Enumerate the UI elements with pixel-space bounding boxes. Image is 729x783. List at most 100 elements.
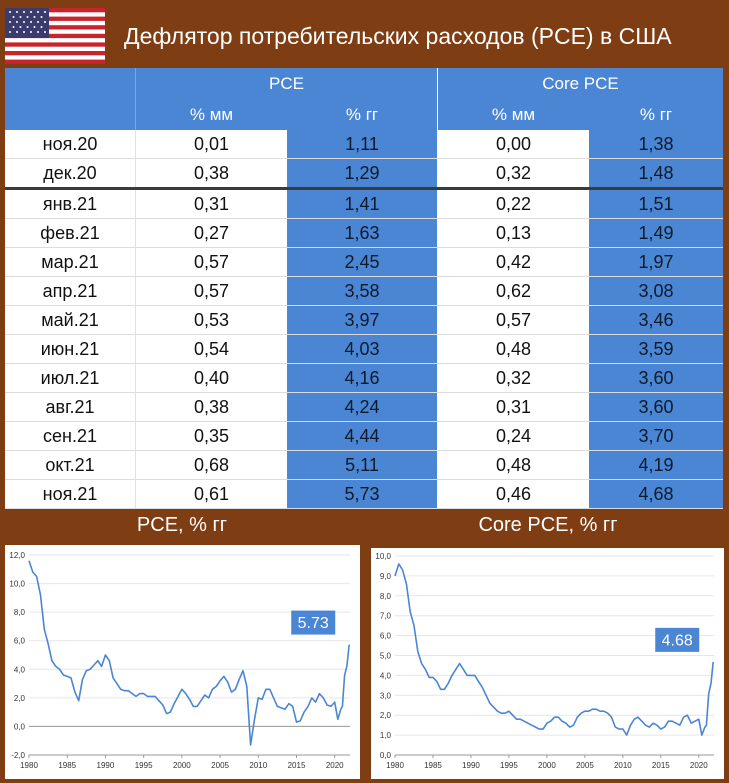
cell-core-pce-yy: 3,60 xyxy=(589,364,723,392)
cell-row-label: апр.21 xyxy=(5,277,136,305)
cell-row-label: дек.20 xyxy=(5,159,136,187)
table-row: янв.21 0,31 1,41 0,22 1,51 xyxy=(5,190,723,219)
table-row: окт.21 0,68 5,11 0,48 4,19 xyxy=(5,451,723,480)
y-tick-label: 7,0 xyxy=(380,612,392,621)
cell-pce-mm: 0,57 xyxy=(136,248,287,276)
table-row: ноя.21 0,61 5,73 0,46 4,68 xyxy=(5,480,723,509)
x-tick-label: 2015 xyxy=(652,761,670,770)
cell-pce-mm: 0,38 xyxy=(136,159,287,187)
cell-pce-mm: 0,38 xyxy=(136,393,287,421)
x-tick-label: 2020 xyxy=(690,761,708,770)
x-tick-label: 2015 xyxy=(288,761,306,770)
callout-box xyxy=(655,627,700,652)
x-tick-label: 2000 xyxy=(538,761,556,770)
x-tick-label: 1980 xyxy=(20,761,38,770)
cell-pce-yy: 1,41 xyxy=(287,190,438,218)
cell-pce-yy: 3,97 xyxy=(287,306,438,334)
y-tick-label: 4,0 xyxy=(14,665,26,674)
y-tick-label: 4,0 xyxy=(380,671,392,680)
cell-pce-yy: 4,44 xyxy=(287,422,438,450)
sub-header-pce-mm: % мм xyxy=(189,105,234,124)
cell-pce-mm: 0,31 xyxy=(136,190,287,218)
y-tick-label: 2,0 xyxy=(380,711,392,720)
y-tick-label: 3,0 xyxy=(380,691,392,700)
chart-panel-pce: -2,0 0,0 2,0 4,0 6,0 8,0 10,0 12,0 1980 1985 1990 1… xyxy=(5,545,360,779)
cell-core-pce-mm: 0,48 xyxy=(438,335,589,363)
cell-pce-mm: 0,27 xyxy=(136,219,287,247)
cell-row-label: мар.21 xyxy=(5,248,136,276)
cell-core-pce-mm: 0,00 xyxy=(438,130,589,158)
x-tick-label: 1990 xyxy=(462,761,480,770)
table-corner-cell xyxy=(5,100,136,130)
cell-core-pce-mm: 0,48 xyxy=(438,451,589,479)
cell-pce-mm: 0,68 xyxy=(136,451,287,479)
cell-row-label: окт.21 xyxy=(5,451,136,479)
table-row: май.21 0,53 3,97 0,57 3,46 xyxy=(5,306,723,335)
y-tick-label: 6,0 xyxy=(380,632,392,641)
y-tick-label: 10,0 xyxy=(375,552,391,561)
cell-core-pce-yy: 1,51 xyxy=(589,190,723,218)
cell-pce-yy: 4,16 xyxy=(287,364,438,392)
chart-panel-core-pce: 0,0 1,0 2,0 3,0 4,0 5,0 6,0 7,0 8,0 9,0 10,0 1980 19… xyxy=(371,548,724,779)
table-row: сен.21 0,35 4,44 0,24 3,70 xyxy=(5,422,723,451)
cell-core-pce-mm: 0,32 xyxy=(438,364,589,392)
sub-header-core-mm: % мм xyxy=(491,105,536,124)
y-tick-label: 5,0 xyxy=(380,652,392,661)
x-tick-label: 1990 xyxy=(97,761,115,770)
us-flag-icon xyxy=(5,8,105,64)
y-tick-label: 12,0 xyxy=(9,551,25,560)
cell-row-label: янв.21 xyxy=(5,190,136,218)
y-tick-label: 2,0 xyxy=(14,694,26,703)
cell-core-pce-yy: 1,38 xyxy=(589,130,723,158)
latest-value-callout: 5.73 xyxy=(291,610,336,635)
sub-header-core-yy: % гг xyxy=(639,105,673,124)
cell-core-pce-yy: 4,19 xyxy=(589,451,723,479)
table-corner-cell xyxy=(5,68,136,100)
cell-row-label: июн.21 xyxy=(5,335,136,363)
x-tick-label: 2010 xyxy=(249,761,267,770)
cell-core-pce-yy: 1,97 xyxy=(589,248,723,276)
chart-title-pce: PCE, % гг xyxy=(136,514,228,536)
sub-header-pce-yy: % гг xyxy=(287,100,438,130)
callout-box xyxy=(291,610,336,635)
cell-core-pce-yy: 3,70 xyxy=(589,422,723,450)
table-body: ноя.20 0,01 1,11 0,00 1,38 дек.20 0,38 1,29 0,32… xyxy=(5,130,723,509)
cell-pce-yy: 3,58 xyxy=(287,277,438,305)
table-row: ноя.20 0,01 1,11 0,00 1,38 xyxy=(5,130,723,159)
core-pce-line-chart: 0,0 1,0 2,0 3,0 4,0 5,0 6,0 7,0 8,0 9,0 10,0 1980 19… xyxy=(375,552,714,770)
x-tick-label: 1980 xyxy=(386,761,404,770)
table-row: дек.20 0,38 1,29 0,32 1,48 xyxy=(5,159,723,190)
latest-value-callout: 4.68 xyxy=(655,627,700,652)
cell-pce-yy: 4,24 xyxy=(287,393,438,421)
cell-core-pce-yy: 1,49 xyxy=(589,219,723,247)
cell-core-pce-mm: 0,62 xyxy=(438,277,589,305)
table-row: авг.21 0,38 4,24 0,31 3,60 xyxy=(5,393,723,422)
cell-pce-yy: 1,29 xyxy=(287,159,438,187)
cell-core-pce-mm: 0,22 xyxy=(438,190,589,218)
table-row: апр.21 0,57 3,58 0,62 3,08 xyxy=(5,277,723,306)
header: Дефлятор потребительских расходов (PCE) … xyxy=(0,0,729,68)
cell-core-pce-mm: 0,57 xyxy=(438,306,589,334)
y-tick-label: -2,0 xyxy=(11,751,25,760)
cell-pce-mm: 0,54 xyxy=(136,335,287,363)
cell-row-label: ноя.20 xyxy=(5,130,136,158)
page-title: Дефлятор потребительских расходов (PCE) … xyxy=(124,23,672,49)
pce-table: PCE Core PCE % мм % гг % мм % гг ноя.20 0… xyxy=(5,68,723,509)
cell-pce-yy: 5,73 xyxy=(287,480,438,508)
cell-pce-yy: 1,11 xyxy=(287,130,438,158)
y-tick-label: 8,0 xyxy=(14,608,26,617)
callout-label: 4.68 xyxy=(662,632,693,649)
pce-line-chart: -2,0 0,0 2,0 4,0 6,0 8,0 10,0 12,0 1980 1985 1990 1… xyxy=(9,551,350,770)
cell-row-label: ноя.21 xyxy=(5,480,136,508)
x-tick-label: 1985 xyxy=(424,761,442,770)
cell-core-pce-mm: 0,31 xyxy=(438,393,589,421)
table-row: июн.21 0,54 4,03 0,48 3,59 xyxy=(5,335,723,364)
cell-row-label: фев.21 xyxy=(5,219,136,247)
x-tick-label: 1995 xyxy=(500,761,518,770)
x-tick-label: 2000 xyxy=(173,761,191,770)
cell-pce-yy: 1,63 xyxy=(287,219,438,247)
y-tick-label: 10,0 xyxy=(9,580,25,589)
table-row: мар.21 0,57 2,45 0,42 1,97 xyxy=(5,248,723,277)
x-tick-label: 1995 xyxy=(135,761,153,770)
chart-title-core-pce: Core PCE, % гг xyxy=(478,514,618,536)
